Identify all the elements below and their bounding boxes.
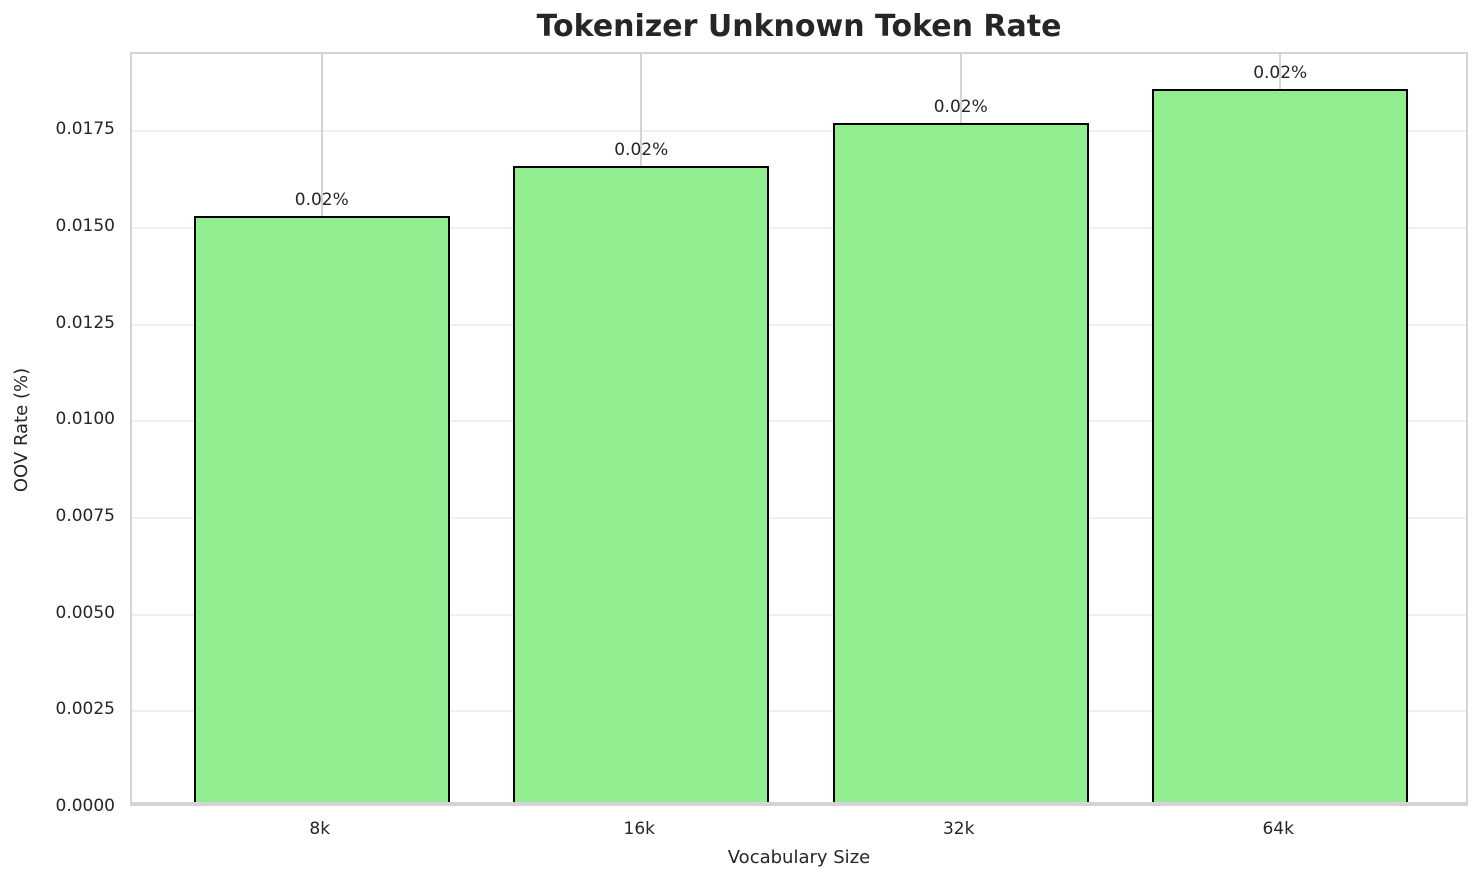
bar-value-label: 0.02% xyxy=(614,140,669,160)
bar-value-label: 0.02% xyxy=(933,97,988,118)
y-gridline xyxy=(132,323,1466,326)
plot-area: 0.02% 0.02% 0.02% 0.02% xyxy=(130,52,1468,806)
bar-64k xyxy=(1152,88,1408,804)
y-gridline xyxy=(132,613,1466,616)
x-axis-line xyxy=(132,802,1466,804)
y-tick-label: 0.0025 xyxy=(55,699,115,720)
x-tick-label: 64k xyxy=(1262,819,1294,839)
y-tick-label: 0.0150 xyxy=(55,216,115,236)
x-axis-label: Vocabulary Size xyxy=(727,847,871,868)
y-tick-label: 0.0125 xyxy=(55,312,115,333)
bar-32k xyxy=(832,123,1089,804)
bar-value-label: 0.02% xyxy=(1253,62,1308,83)
y-gridline xyxy=(132,420,1466,423)
y-gridline xyxy=(132,130,1466,133)
bar-16k xyxy=(513,166,770,804)
x-tick-label: 8k xyxy=(309,819,331,839)
y-gridline xyxy=(132,227,1466,229)
bar-8k xyxy=(193,216,450,804)
y-tick-label: 0.0000 xyxy=(55,796,115,816)
y-tick-label: 0.0050 xyxy=(55,602,115,623)
x-tick-label: 16k xyxy=(623,819,655,839)
x-tick-label: 32k xyxy=(942,819,975,839)
y-tick-label: 0.0175 xyxy=(55,119,115,140)
y-axis-label: OOV Rate (%) xyxy=(11,367,32,493)
y-tick-label: 0.0075 xyxy=(55,506,115,526)
chart-title: Tokenizer Unknown Token Rate xyxy=(536,9,1062,44)
y-tick-label: 0.0100 xyxy=(55,409,115,430)
y-gridline xyxy=(132,517,1466,519)
y-gridline xyxy=(132,710,1466,713)
bar-value-label: 0.02% xyxy=(294,190,349,211)
